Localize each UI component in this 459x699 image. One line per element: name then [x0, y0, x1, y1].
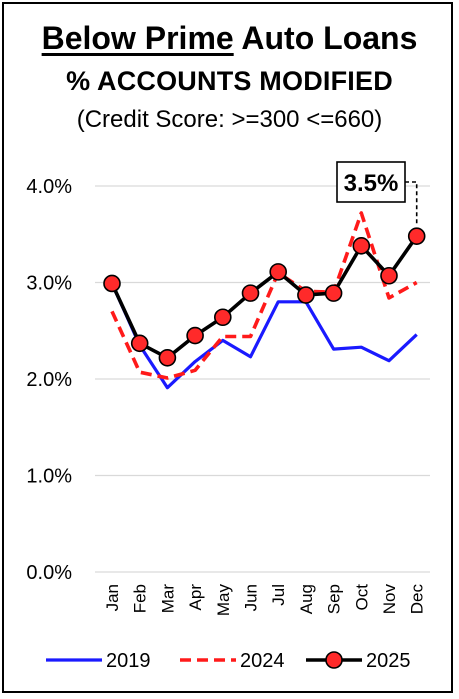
y-tick-label: 1.0%: [26, 466, 72, 488]
title-underlined: Below Prime: [41, 20, 234, 56]
chart-subtitle-2: (Credit Score: >=300 <=660): [76, 106, 383, 133]
marker-2025-Dec: [407, 227, 426, 245]
title-rest: Auto Loans: [233, 20, 418, 56]
marker-2025-Jun: [241, 284, 260, 302]
annotation-box: [336, 161, 406, 203]
marker-2025-Sep: [324, 284, 343, 302]
series-line-2024: [110, 211, 418, 380]
marker-2025-May: [214, 308, 232, 327]
marker-2025-Oct: [352, 237, 371, 255]
marker-2025-Mar: [158, 348, 177, 367]
x-tick-label: Dec: [408, 584, 427, 615]
legend-label-2024: 2024: [240, 650, 285, 672]
series-line-2019: [110, 282, 418, 390]
x-tick-label: Jul: [269, 584, 288, 606]
chart-frame: [2, 2, 453, 693]
x-tick-label: Sep: [325, 584, 344, 614]
series-line-2025: [110, 235, 419, 360]
legend-label-2019: 2019: [106, 650, 151, 672]
y-tick-label: 2.0%: [26, 369, 72, 391]
x-tick-label: Nov: [380, 584, 399, 615]
legend-label-2025: 2025: [366, 650, 411, 672]
marker-2025-Jan: [103, 274, 121, 293]
x-tick-label: Oct: [352, 584, 371, 611]
x-tick-label: Feb: [131, 584, 150, 613]
marker-2025-Feb: [130, 334, 149, 353]
y-tick-label: 3.0%: [26, 273, 72, 295]
marker-2025-Nov: [380, 266, 398, 285]
marker-2025-Apr: [186, 326, 204, 345]
chart-subtitle: % ACCOUNTS MODIFIED: [66, 66, 393, 96]
x-tick-label: Jan: [103, 584, 122, 611]
marker-2025-Jul: [269, 263, 288, 281]
x-tick-label: May: [214, 584, 233, 617]
x-tick-label: Jun: [242, 584, 261, 611]
x-tick-label: Aug: [297, 584, 316, 614]
marker-2025-Aug: [297, 286, 315, 304]
y-tick-label: 0.0%: [26, 562, 72, 584]
x-tick-label: Apr: [186, 584, 205, 611]
y-tick-label: 4.0%: [26, 176, 72, 198]
x-tick-label: Mar: [158, 584, 177, 614]
legend-marker-2025: [325, 651, 343, 669]
annotation-label: 3.5%: [344, 170, 399, 197]
annotation-leader: [405, 181, 418, 227]
chart-title: Below Prime Auto Loans: [0, 20, 459, 57]
